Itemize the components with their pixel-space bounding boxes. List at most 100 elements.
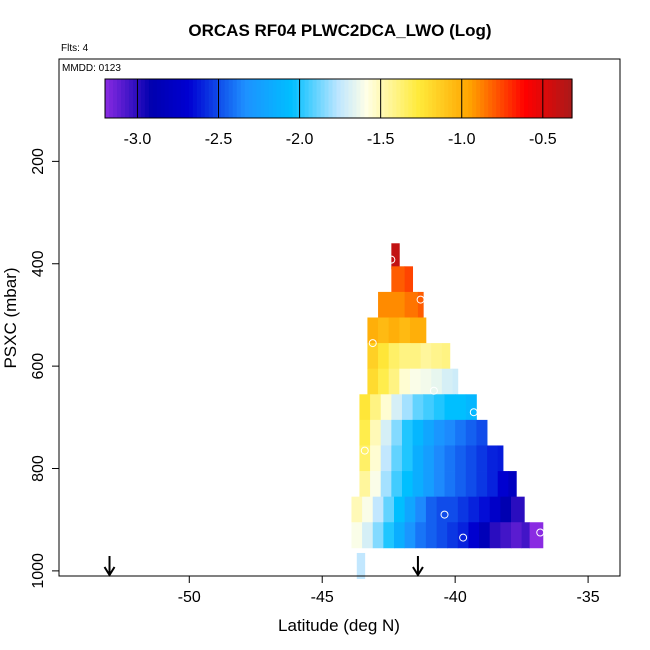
- colorbar-segment: [116, 79, 122, 118]
- colorbar-segment: [352, 79, 358, 118]
- heatmap-cell: [404, 266, 414, 293]
- heatmap-cell: [447, 522, 459, 549]
- heatmap-cell: [370, 419, 382, 446]
- colorbar-segment: [108, 79, 114, 118]
- colorbar-segment: [548, 79, 553, 118]
- heatmap-cell: [479, 522, 491, 549]
- heatmap-cell: [401, 445, 414, 472]
- heatmap-cell: [417, 291, 424, 318]
- heatmap-cell: [431, 368, 443, 395]
- colorbar-segment: [504, 79, 509, 118]
- colorbar-segment: [152, 79, 158, 118]
- heatmap-cell: [372, 496, 384, 523]
- colorbar-segment: [224, 79, 230, 118]
- colorbar-segment: [444, 79, 449, 118]
- x-tick-label: -35: [577, 589, 600, 606]
- heatmap-cell: [455, 419, 467, 446]
- heatmap-cell: [370, 445, 382, 472]
- heatmap-cell: [465, 471, 477, 498]
- heatmap-cell: [529, 522, 544, 549]
- heatmap-cell: [508, 471, 517, 498]
- heatmap-cell: [359, 394, 371, 421]
- colorbar-segment: [132, 79, 138, 118]
- colorbar-segment: [440, 79, 445, 118]
- colorbar-segment: [228, 79, 234, 118]
- heatmap-cell: [383, 522, 395, 549]
- heatmap-cell: [444, 471, 456, 498]
- colorbar-segment: [568, 79, 573, 118]
- x-axis-label: Latitude (deg N): [278, 616, 400, 635]
- heatmap-cell: [423, 419, 435, 446]
- colorbar-segment: [420, 79, 425, 118]
- colorbar-segment: [284, 79, 290, 118]
- colorbar-segment: [128, 79, 134, 118]
- colorbar-segment: [564, 79, 569, 118]
- heatmap-cell: [362, 496, 374, 523]
- heatmap-cell: [436, 522, 448, 549]
- arrow-marker: [412, 556, 424, 577]
- colorbar-segment: [220, 79, 226, 118]
- heatmap-cell: [447, 496, 459, 523]
- colorbar-segment: [496, 79, 501, 118]
- heatmap-cell: [401, 394, 414, 421]
- colorbar-segment: [404, 79, 409, 118]
- colorbar-segment: [208, 79, 214, 118]
- colorbar-tick-label: -1.5: [367, 131, 395, 148]
- heatmap-cell: [401, 419, 414, 446]
- heatmap-cell: [401, 471, 414, 498]
- heatmap-cell: [412, 394, 424, 421]
- heatmap-cell: [497, 445, 504, 472]
- colorbar-tick-label: -3.0: [124, 131, 152, 148]
- plot-frame: [58, 58, 621, 577]
- heatmap-cell: [372, 522, 384, 549]
- heatmap-cell: [404, 496, 416, 523]
- colorbar: -3.0 -2.5 -2.0 -1.5 -1.0 -0.5: [104, 78, 573, 148]
- sample-point: [429, 386, 438, 395]
- colorbar-segment: [176, 79, 182, 118]
- colorbar-segment: [292, 79, 298, 118]
- date-label: MMDD: 0123: [62, 63, 121, 74]
- heatmap-cell: [500, 496, 512, 523]
- sample-point: [360, 446, 369, 455]
- x-tick-label: -40: [444, 589, 467, 606]
- colorbar-segment: [232, 79, 238, 118]
- heatmap-cell: [433, 471, 445, 498]
- colorbar-segment: [400, 79, 405, 118]
- heatmap-cell: [521, 522, 531, 549]
- colorbar-segment: [544, 79, 549, 118]
- x-tick-label: -45: [311, 589, 334, 606]
- colorbar-segment: [364, 79, 370, 118]
- colorbar-segment: [240, 79, 246, 118]
- heatmap-cell: [367, 368, 379, 395]
- heatmap-cell: [391, 394, 403, 421]
- heatmap-cell: [476, 419, 488, 446]
- heatmap-cell: [436, 496, 448, 523]
- sample-point: [536, 528, 545, 537]
- heatmap-cell: [510, 522, 523, 549]
- colorbar-segment: [276, 79, 282, 118]
- x-axis: -50 -45 -40 -35: [178, 576, 600, 606]
- heatmap-cell: [510, 496, 525, 523]
- colorbar-segment: [516, 79, 521, 118]
- colorbar-segment: [324, 79, 330, 118]
- heatmap-cell: [455, 445, 467, 472]
- heatmap-cell: [412, 445, 424, 472]
- colorbar-segment: [136, 79, 142, 118]
- heatmap-cell: [444, 394, 456, 421]
- heatmap-cell: [359, 471, 371, 498]
- heatmap-cell: [404, 522, 416, 549]
- colorbar-segment: [412, 79, 417, 118]
- colorbar-segment: [512, 79, 517, 118]
- heatmap-cell: [359, 419, 371, 446]
- heatmap-cell: [452, 368, 459, 395]
- heatmap-cell: [370, 394, 382, 421]
- colorbar-segment: [264, 79, 270, 118]
- colorbar-segment: [248, 79, 254, 118]
- colorbar-segment: [196, 79, 202, 118]
- heatmap-cell: [388, 343, 400, 370]
- colorbar-segment: [300, 79, 306, 118]
- heatmap-cell: [433, 394, 445, 421]
- colorbar-tick-label: -2.5: [205, 131, 233, 148]
- colorbar-segment: [380, 79, 386, 118]
- heatmap-cell: [497, 471, 509, 498]
